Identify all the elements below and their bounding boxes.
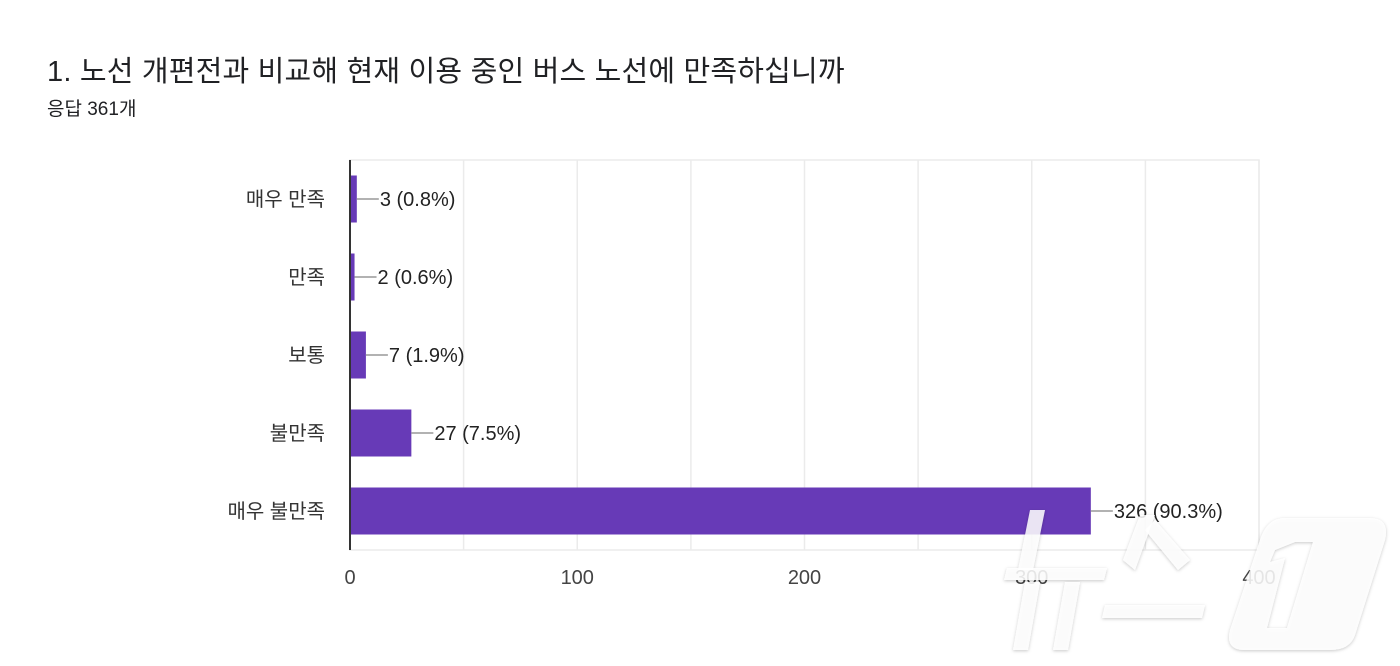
bar-0 xyxy=(350,175,357,223)
value-label: 27 (7.5%) xyxy=(434,423,521,445)
x-tick-label: 100 xyxy=(561,567,594,589)
bar-2 xyxy=(350,331,366,379)
bars xyxy=(350,175,1091,535)
category-label: 매우 만족 xyxy=(246,188,325,211)
gridlines xyxy=(349,159,1260,551)
value-label: 2 (0.6%) xyxy=(378,267,454,289)
value-label: 7 (1.9%) xyxy=(389,345,465,367)
value-label: 326 (90.3%) xyxy=(1114,501,1223,523)
bar-3 xyxy=(350,409,412,457)
x-tick-label: 400 xyxy=(1242,567,1275,589)
value-label: 3 (0.8%) xyxy=(380,189,456,211)
bar-4 xyxy=(350,487,1091,535)
category-label: 보통 xyxy=(288,345,325,367)
labels: 매우 만족 3 (0.8%) 만족 2 (0.6%) 보통 7 (1.9%) 불만족 27 (… xyxy=(227,188,1222,523)
category-label: 만족 xyxy=(288,266,325,289)
chart-title: 1. 노선 개편전과 비교해 현재 이용 중인 버스 노선에 만족하십니까 xyxy=(47,56,845,88)
x-tick-label: 200 xyxy=(788,567,821,589)
category-label: 매우 불만족 xyxy=(227,500,325,523)
response-count: 응답 361개 xyxy=(47,99,137,120)
category-label: 불만족 xyxy=(270,422,325,445)
bar-1 xyxy=(350,253,355,301)
x-tick-label: 0 xyxy=(344,567,355,589)
x-tick-label: 300 xyxy=(1015,567,1048,589)
